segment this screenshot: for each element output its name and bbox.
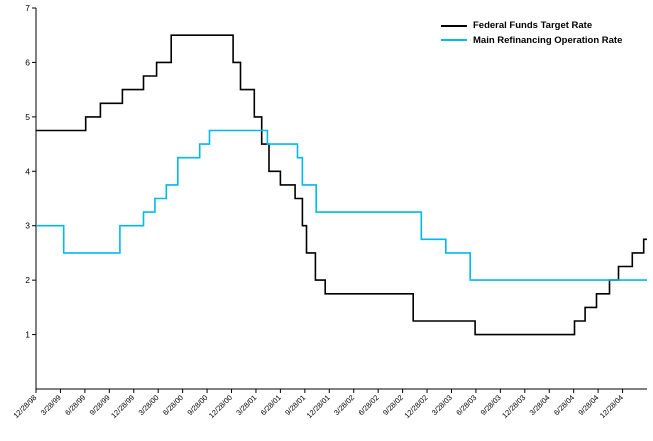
x-tick-label: 6/28/02 [357,393,381,417]
legend-item-refi: Main Refinancing Operation Rate [441,34,623,46]
x-tick-label: 6/28/99 [63,393,87,417]
fed-funds-line-swatch [441,24,467,27]
x-tick-label: 12/28/01 [305,393,332,420]
federal-funds-target-rate-line [36,34,647,336]
legend-item-fed-funds: Federal Funds Target Rate [441,21,622,31]
x-tick-label: 6/28/00 [161,393,185,417]
y-tick-label: 4 [25,166,30,176]
legend-label-fed-funds: Federal Funds Target Rate [473,20,593,31]
y-tick-label: 5 [25,112,30,122]
x-tick-label: 6/28/03 [454,393,478,417]
y-tick-label: 6 [25,57,30,67]
y-tick-label: 2 [25,275,30,285]
x-tick-label: 12/28/03 [500,393,527,420]
legend-label-refi: Main Refinancing Operation Rate [473,34,623,46]
legend: Federal Funds Target Rate Main Refinanci… [441,21,622,45]
x-tick-label: 12/28/02 [402,393,429,420]
y-tick-label: 1 [25,330,30,340]
x-tick-label: 3/28/04 [528,393,552,417]
x-tick-label: 3/28/02 [332,393,356,417]
x-tick-label: 3/28/03 [430,393,454,417]
x-tick-label: 3/28/00 [137,393,161,417]
main-refinancing-operation-rate-line [36,129,647,281]
x-tick-label: 3/28/01 [234,393,258,417]
x-tick-label: 12/28/00 [207,393,234,420]
y-tick-label: 3 [25,221,30,231]
x-tick-label: 12/28/04 [598,393,625,420]
x-tick-label: 3/28/99 [39,393,63,417]
y-tick-label: 7 [25,3,30,13]
refi-line-swatch [441,39,467,42]
x-tick-label: 12/28/98 [11,393,38,420]
x-tick-label: 6/28/04 [552,393,576,417]
x-tick-label: 12/28/99 [109,393,136,420]
x-tick-label: 6/28/01 [259,393,283,417]
